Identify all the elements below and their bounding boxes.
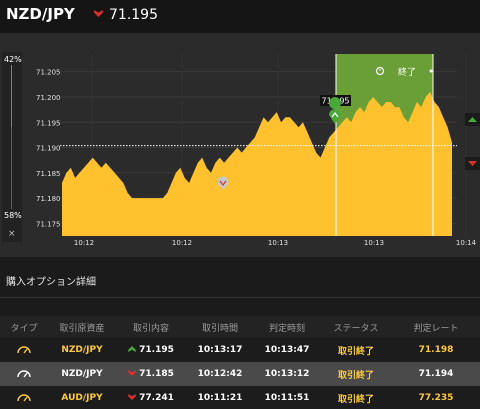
y-tick-label: 71.175	[36, 220, 61, 228]
asset-cell: AUD/JPY	[48, 386, 116, 409]
final-rate-cell: 71.194	[392, 362, 480, 386]
x-tick-label: 10:12	[74, 239, 94, 247]
current-price-block: 71.195	[94, 7, 158, 23]
x-tick-label: 10:13	[268, 239, 288, 247]
close-icon[interactable]: ×	[8, 229, 16, 239]
entry-marker-icon	[329, 97, 342, 124]
low-order-button[interactable]	[465, 157, 480, 170]
expiry-dot	[429, 69, 433, 73]
y-tick-label: 71.185	[36, 170, 61, 178]
final-rate-cell: 71.198	[392, 338, 480, 362]
up-arrow-icon	[128, 346, 136, 352]
time-cell: 10:11:21	[186, 386, 254, 409]
status-cell: 取引終了	[320, 338, 392, 362]
table-row[interactable]: AUD/JPY 77.241 10:11:21 10:11:51 取引終了 77…	[0, 386, 480, 409]
price-area	[62, 91, 452, 237]
y-tick-label: 71.190	[36, 145, 61, 153]
content-cell: 77.241	[116, 386, 186, 409]
gauge-icon	[17, 393, 31, 401]
content-cell: 71.195	[116, 338, 186, 362]
current-price: 71.195	[109, 7, 158, 23]
entry-rate: 71.185	[139, 369, 174, 379]
gauge-icon	[17, 345, 31, 353]
col-status: ステータス	[320, 316, 392, 338]
trade-table: タイプ 取引原資産 取引内容 取引時間 判定時刻 ステータス 判定レート NZD…	[0, 316, 480, 409]
past-trade-marker-icon	[217, 176, 229, 190]
down-arrow-icon	[128, 394, 136, 400]
status-cell: 取引終了	[320, 386, 392, 409]
instrument-header: NZD/JPY 71.195	[0, 0, 480, 33]
sentiment-down-percent: 58%	[4, 211, 22, 220]
table-row[interactable]: NZD/JPY 71.195 10:13:17 10:13:47 取引終了 71…	[0, 338, 480, 362]
col-content: 取引内容	[116, 316, 186, 338]
asset-cell: NZD/JPY	[48, 338, 116, 362]
gauge-icon	[17, 369, 31, 377]
judge-time-cell: 10:13:47	[254, 338, 320, 362]
y-axis-labels: 71.205 71.200 71.195 71.190 71.185 71.180 71.1…	[36, 69, 61, 229]
table-row[interactable]: NZD/JPY 71.185 10:12:42 10:13:12 取引終了 71…	[0, 362, 480, 386]
time-cell: 10:13:17	[186, 338, 254, 362]
table-header-row: タイプ 取引原資産 取引内容 取引時間 判定時刻 ステータス 判定レート	[0, 316, 480, 338]
x-axis-labels: 10:12 10:12 10:13 10:13 10:14	[74, 239, 477, 247]
col-time: 取引時間	[186, 316, 254, 338]
judge-time-cell: 10:11:51	[254, 386, 320, 409]
type-cell	[0, 338, 48, 362]
asset-cell: NZD/JPY	[48, 362, 116, 386]
col-rate: 判定レート	[392, 316, 480, 338]
section-divider	[0, 297, 480, 298]
y-tick-label: 71.200	[36, 94, 61, 102]
x-tick-label: 10:13	[364, 239, 384, 247]
y-tick-label: 71.180	[36, 195, 61, 203]
col-asset: 取引原資産	[48, 316, 116, 338]
judge-time-cell: 10:13:12	[254, 362, 320, 386]
price-chart[interactable]: 71.205 71.200 71.195 71.190 71.185 71.180 71.1…	[0, 0, 480, 260]
type-cell	[0, 386, 48, 409]
col-type: タイプ	[0, 316, 48, 338]
down-arrow-icon	[94, 10, 103, 17]
y-tick-label: 71.195	[36, 119, 61, 127]
final-rate-cell: 77.235	[392, 386, 480, 409]
x-tick-label: 10:12	[172, 239, 192, 247]
status-cell: 取引終了	[320, 362, 392, 386]
high-order-button[interactable]	[465, 113, 480, 126]
entry-rate: 71.195	[139, 345, 174, 355]
entry-rate: 77.241	[139, 393, 174, 403]
col-judge-time: 判定時刻	[254, 316, 320, 338]
sentiment-up-percent: 42%	[4, 55, 22, 64]
section-title: 購入オプション詳細	[6, 277, 96, 288]
sentiment-down-line	[11, 127, 12, 209]
down-arrow-icon	[128, 370, 136, 376]
type-cell	[0, 362, 48, 386]
sentiment-bar	[2, 52, 22, 242]
instrument-name[interactable]: NZD/JPY	[6, 5, 75, 23]
sentiment-up-line	[11, 65, 12, 127]
finish-label: 終了	[398, 66, 416, 78]
time-cell: 10:12:42	[186, 362, 254, 386]
content-cell: 71.185	[116, 362, 186, 386]
y-tick-label: 71.205	[36, 69, 61, 77]
x-tick-label: 10:14	[456, 239, 477, 247]
timer-icon	[375, 66, 385, 76]
